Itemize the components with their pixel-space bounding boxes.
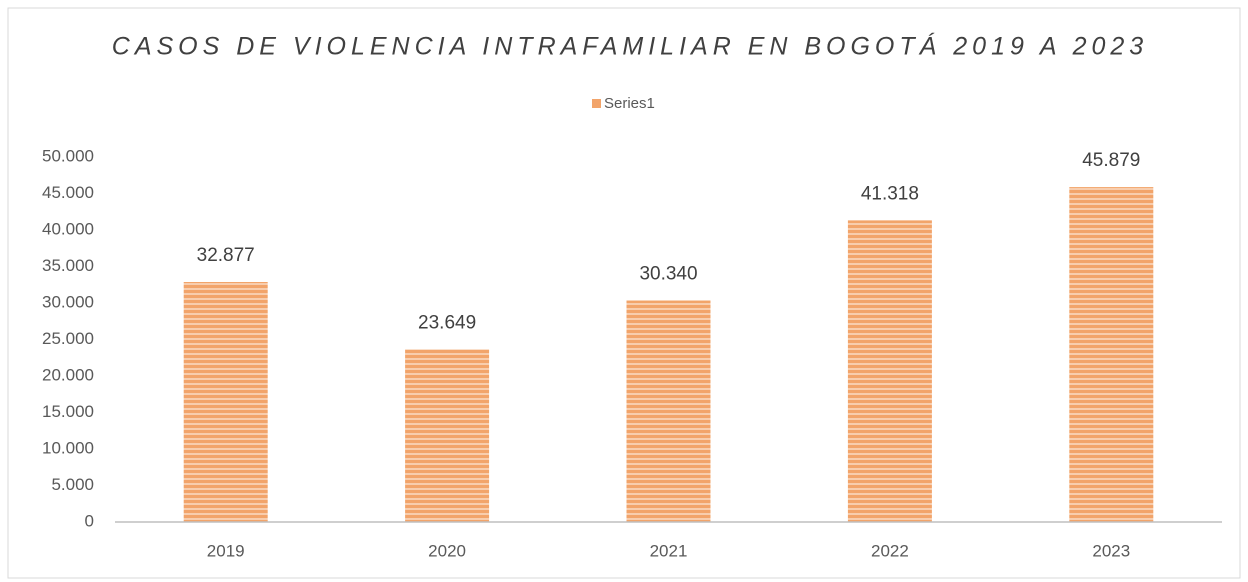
chart-title: CASOS DE VIOLENCIA INTRAFAMILIAR EN BOGO… (112, 32, 1148, 61)
y-tick-label: 40.000 (42, 219, 94, 238)
x-tick-label: 2023 (1092, 541, 1130, 560)
y-tick-label: 5.000 (51, 475, 94, 494)
data-label: 30.340 (639, 264, 697, 285)
x-tick-label: 2021 (650, 541, 688, 560)
bar (405, 349, 490, 522)
x-tick-label: 2019 (207, 541, 245, 560)
bar (1069, 187, 1154, 522)
y-tick-label: 10.000 (42, 438, 94, 457)
data-label: 23.649 (418, 312, 476, 333)
x-tick-label: 2022 (871, 541, 909, 560)
data-label: 32.877 (197, 245, 255, 266)
bar (183, 281, 268, 522)
y-tick-label: 20.000 (42, 365, 94, 384)
y-tick-label: 0 (85, 511, 94, 530)
y-tick-label: 30.000 (42, 292, 94, 311)
y-tick-label: 45.000 (42, 183, 94, 202)
bar (626, 300, 711, 522)
legend-label: Series1 (604, 95, 655, 112)
data-label: 41.318 (861, 183, 919, 204)
y-tick-label: 50.000 (42, 146, 94, 165)
y-tick-label: 35.000 (42, 256, 94, 275)
bar (847, 220, 932, 522)
data-label: 45.879 (1082, 150, 1140, 171)
y-tick-label: 15.000 (42, 402, 94, 421)
y-tick-label: 25.000 (42, 329, 94, 348)
x-tick-label: 2020 (428, 541, 466, 560)
legend-swatch (592, 99, 601, 108)
